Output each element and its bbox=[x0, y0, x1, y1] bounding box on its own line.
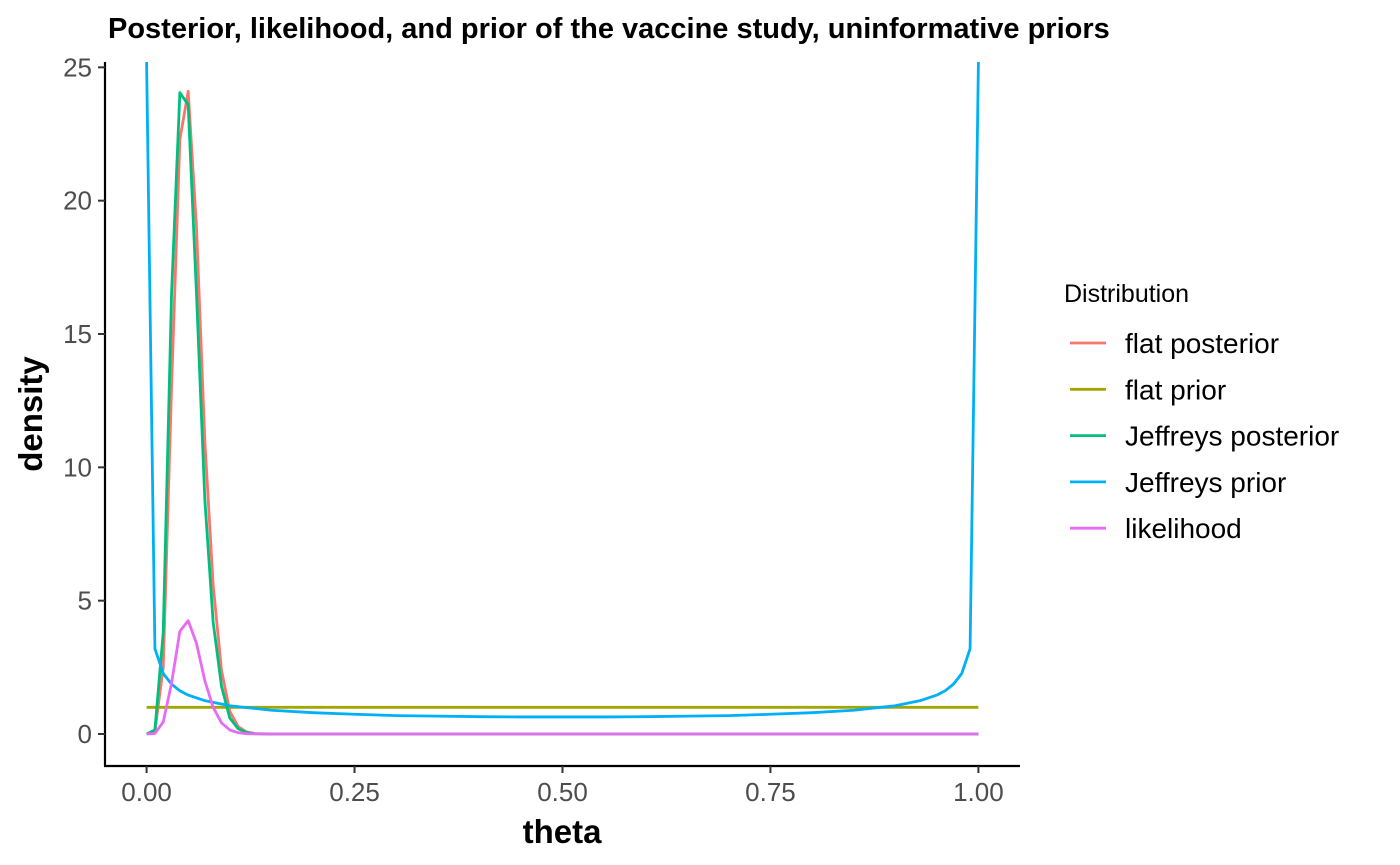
series-line-flat-posterior bbox=[146, 89, 979, 736]
x-tick-label: 0.75 bbox=[745, 777, 796, 807]
y-tick-label: 10 bbox=[63, 452, 92, 482]
legend-item: flat posterior bbox=[1070, 328, 1279, 359]
series-line-jeffreys-prior bbox=[145, 62, 980, 719]
x-tick-label: 0.50 bbox=[537, 777, 588, 807]
x-tick-label: 0.00 bbox=[121, 777, 172, 807]
x-axis-ticks: 0.00 0.25 0.50 0.75 1.00 bbox=[121, 766, 1004, 807]
series-line-likelihood bbox=[146, 619, 979, 736]
legend-item: flat prior bbox=[1070, 374, 1226, 405]
legend-label: Jeffreys posterior bbox=[1125, 421, 1339, 452]
legend-item: Jeffreys prior bbox=[1070, 467, 1286, 498]
x-tick-label: 0.25 bbox=[329, 777, 380, 807]
y-axis-title: density bbox=[12, 356, 49, 472]
chart-title: Posterior, likelihood, and prior of the … bbox=[108, 13, 1110, 45]
legend-items: flat posterior flat prior Jeffreys posteri… bbox=[1070, 328, 1339, 544]
y-tick-label: 15 bbox=[63, 319, 92, 349]
legend-label: flat prior bbox=[1125, 374, 1226, 405]
x-axis-title: theta bbox=[523, 813, 602, 850]
y-tick-label: 5 bbox=[78, 586, 92, 616]
y-tick-label: 0 bbox=[78, 719, 92, 749]
legend-label: flat posterior bbox=[1125, 328, 1279, 359]
legend: Distribution flat posterior flat prior Jef… bbox=[1064, 280, 1339, 544]
series-line-jeffreys-posterior bbox=[145, 91, 979, 736]
series-layer bbox=[145, 62, 980, 736]
y-tick-label: 20 bbox=[63, 186, 92, 216]
legend-label: likelihood bbox=[1125, 513, 1242, 544]
x-tick-label: 1.00 bbox=[953, 777, 1004, 807]
y-axis-ticks: 0 5 10 15 20 25 bbox=[63, 52, 105, 749]
legend-title: Distribution bbox=[1064, 280, 1189, 308]
legend-item: likelihood bbox=[1070, 513, 1242, 544]
legend-label: Jeffreys prior bbox=[1125, 467, 1286, 498]
plot-area: 0 5 10 15 20 25 0.00 0.25 0.50 0.75 1.00 bbox=[63, 52, 1020, 807]
legend-item: Jeffreys posterior bbox=[1070, 421, 1339, 452]
y-tick-label: 25 bbox=[63, 52, 92, 82]
